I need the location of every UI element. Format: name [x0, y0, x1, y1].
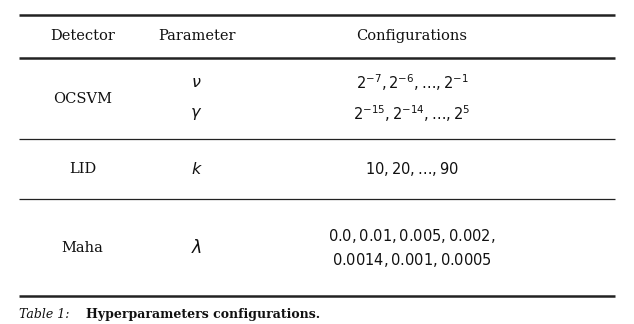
Text: Detector: Detector: [50, 29, 115, 43]
Text: LID: LID: [69, 162, 96, 176]
Text: $\gamma$: $\gamma$: [190, 105, 203, 122]
Text: $k$: $k$: [191, 161, 202, 178]
Text: OCSVM: OCSVM: [53, 92, 112, 106]
Text: Parameter: Parameter: [158, 29, 235, 43]
Text: Table 1:: Table 1:: [19, 308, 74, 321]
Text: $\nu$: $\nu$: [191, 74, 202, 91]
Text: $\lambda$: $\lambda$: [191, 239, 202, 257]
Text: $0.0, 0.01, 0.005, 0.002,$: $0.0, 0.01, 0.005, 0.002,$: [328, 227, 496, 245]
Text: $2^{-7}, 2^{-6}, \ldots, 2^{-1}$: $2^{-7}, 2^{-6}, \ldots, 2^{-1}$: [356, 72, 469, 93]
Text: $2^{-15}, 2^{-14}, \ldots, 2^{5}$: $2^{-15}, 2^{-14}, \ldots, 2^{5}$: [354, 103, 470, 124]
Text: $0.0014, 0.001, 0.0005$: $0.0014, 0.001, 0.0005$: [332, 250, 492, 269]
Text: Hyperparameters configurations.: Hyperparameters configurations.: [86, 308, 320, 321]
Text: Maha: Maha: [61, 241, 103, 255]
Text: $10, 20, \ldots, 90$: $10, 20, \ldots, 90$: [365, 160, 459, 178]
Text: Configurations: Configurations: [356, 29, 468, 43]
